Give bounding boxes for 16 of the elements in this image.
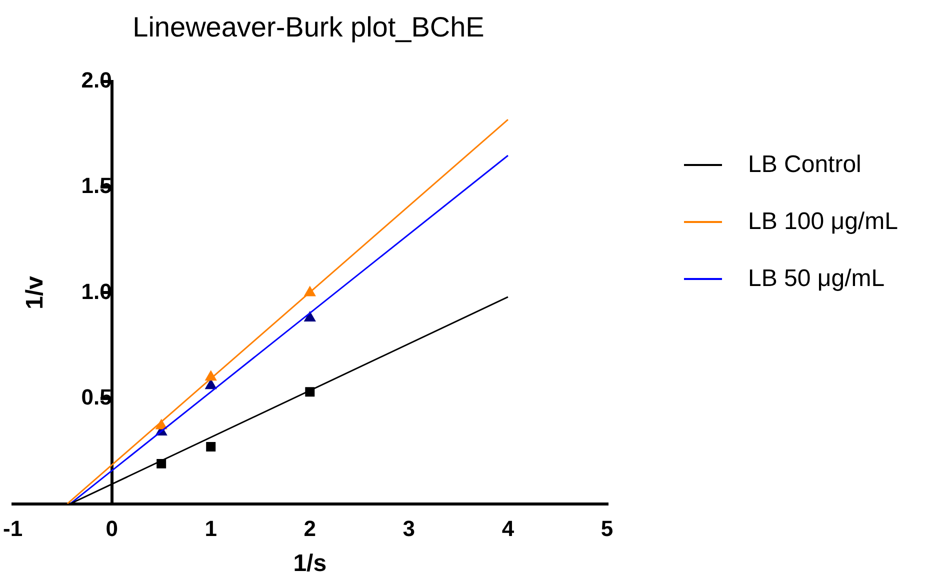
x-tick-label: -1 (3, 516, 23, 542)
legend-label: LB Control (748, 150, 862, 178)
x-tick-label: 4 (502, 516, 515, 542)
x-tick-label: 0 (106, 516, 118, 542)
legend-label: LB 50 μg/mL (748, 264, 885, 292)
chart-title: Lineweaver-Burk plot_BChE (132, 12, 484, 43)
x-axis-title: 1/s (293, 550, 327, 578)
legend-label: LB 100 μg/mL (748, 208, 898, 236)
y-axis-title: 1/v (22, 275, 49, 310)
x-tick-label: 5 (600, 516, 614, 542)
point (206, 442, 216, 452)
x-tick-label: 1 (204, 516, 217, 542)
point (304, 312, 316, 322)
x-tick-label: 3 (402, 516, 416, 542)
x-tick-label: 2 (304, 516, 316, 542)
point (205, 379, 217, 390)
